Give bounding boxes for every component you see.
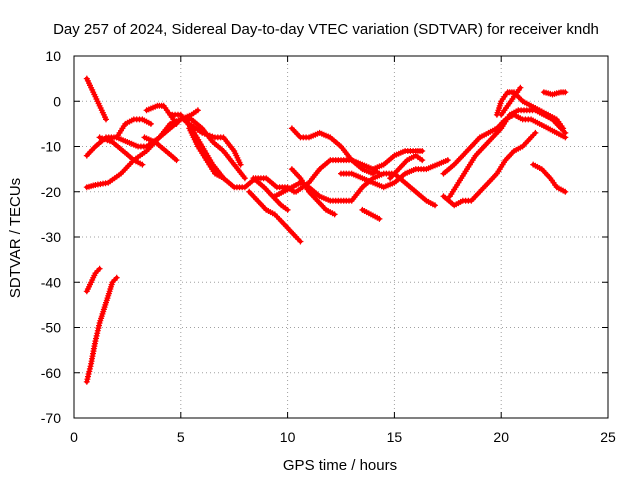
data-point (139, 161, 146, 168)
data-point (147, 120, 154, 127)
data-point (241, 175, 248, 182)
data-point (284, 206, 291, 213)
series-s14 (271, 170, 438, 209)
y-tick-label: -50 (41, 320, 61, 336)
series-s10 (186, 120, 244, 168)
data-point (444, 157, 451, 164)
series-s21 (387, 152, 426, 182)
series-s22 (440, 129, 539, 209)
y-tick-label: -70 (41, 410, 61, 426)
y-tick-label: -30 (41, 229, 61, 245)
series-s13 (246, 188, 304, 245)
x-tick-label: 15 (387, 429, 403, 445)
series-s24 (446, 107, 569, 200)
data-point (297, 238, 304, 245)
data-point (220, 175, 227, 182)
data-point (432, 202, 438, 209)
y-tick-label: -20 (41, 184, 61, 200)
x-tick-label: 20 (493, 429, 509, 445)
data-point (237, 161, 244, 168)
series-s5 (113, 116, 154, 141)
series-s8 (143, 107, 201, 150)
data-point (331, 211, 338, 218)
series-s11 (186, 125, 227, 182)
y-tick-label: 0 (53, 93, 61, 109)
series-s7 (143, 102, 180, 127)
data-point (532, 129, 539, 136)
y-tick-label: 10 (45, 48, 61, 64)
data-point (517, 84, 524, 91)
series-s20 (370, 148, 426, 173)
y-tick-label: -10 (41, 139, 61, 155)
data-point (96, 265, 103, 272)
x-tick-label: 5 (177, 429, 185, 445)
x-tick-label: 0 (70, 429, 78, 445)
data-point (562, 89, 569, 96)
data-point (99, 135, 106, 142)
series-s6 (141, 134, 180, 164)
series-s1 (83, 75, 109, 123)
data-point (562, 188, 569, 195)
data-point (562, 129, 569, 136)
x-tick-label: 25 (600, 429, 616, 445)
series-s28 (540, 89, 569, 98)
series-s17 (288, 125, 376, 177)
data-point (113, 274, 120, 281)
series-s27 (530, 161, 569, 195)
series-s30 (83, 265, 103, 295)
series-s19 (359, 206, 383, 222)
series-s29 (83, 274, 120, 385)
y-tick-label: -40 (41, 274, 61, 290)
series-s25 (493, 89, 567, 132)
axis-ticks: 0 5 10 15 20 25 -70 -60 -50 -40 -30 -20 -10 0 10 (41, 48, 616, 445)
series-s18 (338, 157, 451, 191)
x-tick-label: 10 (280, 429, 296, 445)
data-point (376, 215, 383, 222)
data-point (103, 116, 109, 123)
chart-title: Day 257 of 2024, Sidereal Day-to-day VTE… (53, 21, 599, 38)
data-point (419, 157, 426, 164)
data-point (173, 157, 180, 164)
data-series (83, 75, 569, 385)
data-point (560, 125, 567, 132)
data-point (194, 107, 201, 114)
y-axis-label: SDTVAR / TECUs (7, 178, 24, 298)
y-tick-label: -60 (41, 365, 61, 381)
x-axis-label: GPS time / hours (283, 457, 397, 474)
data-point (419, 148, 426, 154)
data-point (376, 170, 383, 177)
series-s26 (498, 84, 524, 118)
series-s4 (96, 134, 146, 168)
